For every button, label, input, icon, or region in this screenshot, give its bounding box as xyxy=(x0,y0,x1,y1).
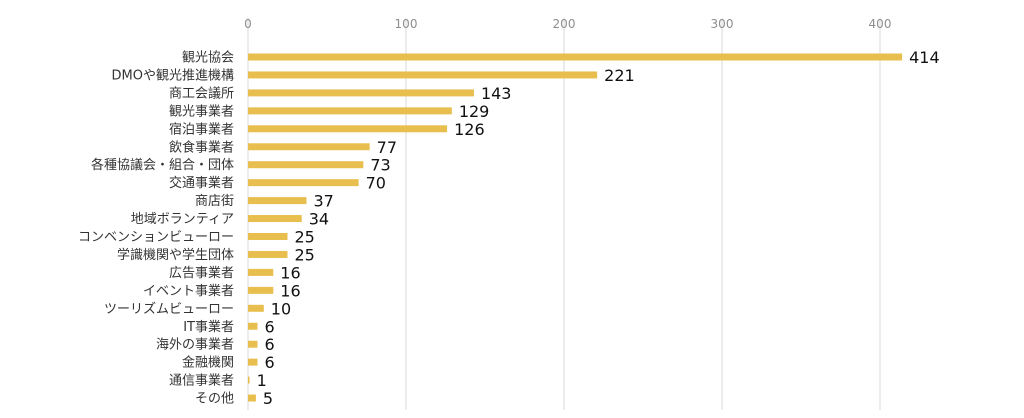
bar-18 xyxy=(248,376,250,384)
category-label-18: 通信事業者 xyxy=(169,373,234,389)
category-label-19: その他 xyxy=(195,392,234,407)
x-tick-label-0: 0 xyxy=(244,17,252,31)
category-label-3: 観光事業者 xyxy=(169,103,234,119)
value-label-19: 5 xyxy=(263,389,273,408)
bar-3 xyxy=(248,107,452,115)
bar-10 xyxy=(248,233,288,240)
value-label-17: 6 xyxy=(264,353,274,372)
bar-0 xyxy=(248,53,903,61)
category-label-10: コンベンションビューロー xyxy=(78,230,234,245)
x-tick-label-100: 100 xyxy=(395,17,418,31)
bar-12 xyxy=(248,268,274,276)
value-label-13: 16 xyxy=(280,281,300,300)
bar-13 xyxy=(248,286,274,294)
category-label-6: 各種協議会・組合・団体 xyxy=(91,157,234,173)
category-label-13: イベント事業者 xyxy=(143,283,234,299)
category-label-4: 宿泊事業者 xyxy=(169,121,234,137)
category-labels: 観光協会 DMOや観光推進機構商工会議所観光事業者宿泊事業者飲食事業者各種協議会・… xyxy=(78,51,234,407)
bar-9 xyxy=(248,215,302,223)
bar-11 xyxy=(248,250,288,258)
bar-7 xyxy=(248,179,359,187)
bar-14 xyxy=(248,304,264,312)
category-label-17: 金融機関 xyxy=(182,355,234,371)
bar-4 xyxy=(248,125,448,133)
value-label-12: 16 xyxy=(280,263,300,282)
value-label-8: 37 xyxy=(313,192,333,211)
value-label-11: 25 xyxy=(295,245,315,264)
category-label-5: 飲食事業者 xyxy=(169,139,234,155)
category-label-15: IT事業者 xyxy=(183,319,234,335)
category-label-7: 交通事業者 xyxy=(169,175,234,191)
category-label-2: 商工会議所 xyxy=(169,86,234,101)
bar-17 xyxy=(248,358,258,366)
category-label-12: 広告事業者 xyxy=(169,265,234,281)
bar-2 xyxy=(248,89,474,97)
category-label-0: 観光協会 xyxy=(182,51,234,66)
category-label-9: 地域ボランティア xyxy=(131,212,234,227)
value-label-7: 70 xyxy=(366,174,386,193)
bar-6 xyxy=(248,161,364,169)
value-label-0: 414 xyxy=(909,48,940,67)
value-label-2: 143 xyxy=(481,84,512,103)
x-tick-label-400: 400 xyxy=(869,17,892,31)
value-label-6: 73 xyxy=(370,156,390,175)
bar-19 xyxy=(248,394,256,402)
bar-8 xyxy=(248,197,307,205)
category-label-8: 商店街 xyxy=(195,194,234,209)
value-label-5: 77 xyxy=(377,138,397,157)
value-label-14: 10 xyxy=(271,299,291,318)
bar-16 xyxy=(248,340,258,348)
value-label-18: 1 xyxy=(257,371,267,390)
bar-5 xyxy=(248,143,370,151)
bars xyxy=(248,53,903,402)
category-label-14: ツーリズムビューロー xyxy=(104,301,234,317)
category-label-11: 学識機関や学生団体 xyxy=(117,247,234,263)
value-label-4: 126 xyxy=(454,120,485,139)
category-label-16: 海外の事業者 xyxy=(156,337,234,353)
x-tick-label-300: 300 xyxy=(711,17,734,31)
value-label-1: 221 xyxy=(604,66,635,85)
category-label-1: DMOや観光推進機構 xyxy=(112,68,234,83)
value-label-3: 129 xyxy=(459,102,490,121)
bar-1 xyxy=(248,71,598,79)
x-tick-label-200: 200 xyxy=(553,17,576,31)
value-label-10: 25 xyxy=(295,228,315,247)
x-axis-ticks: 0 100 200 300 400 xyxy=(244,17,891,31)
value-label-15: 6 xyxy=(264,317,274,336)
value-label-9: 34 xyxy=(309,210,329,229)
value-label-16: 6 xyxy=(264,335,274,354)
bar-15 xyxy=(248,322,258,330)
